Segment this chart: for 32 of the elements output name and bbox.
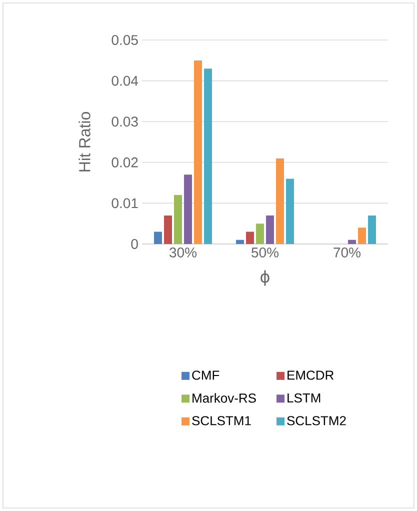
legend-label: SCLSTM2 [287,416,346,426]
y-tick-label: 0 [131,239,138,249]
x-tick-label: 50% [252,248,278,258]
bar [368,215,376,244]
y-tick-label: 0.01 [112,198,138,208]
bar [164,215,172,244]
y-tick-label: 0.05 [112,35,138,45]
bar [358,228,366,244]
y-axis-title: Hit Ratio [78,112,90,172]
bar [184,174,192,244]
y-tick-label: 0.04 [112,76,138,86]
bar [286,178,294,244]
bar [256,224,264,244]
legend-label: SCLSTM1 [192,416,251,426]
legend-label: EMCDR [288,370,334,380]
y-tick-label: 0.03 [112,116,138,127]
legend-label: LSTM [288,393,320,403]
bar [236,240,244,244]
bar [276,158,284,244]
bar [174,195,182,244]
bar [194,60,202,244]
bar [266,215,274,244]
bar [154,232,162,244]
x-tick-label: 70% [334,248,360,258]
y-tick-label: 0.02 [112,157,138,168]
bar [348,240,356,244]
bar [246,232,254,244]
legend-label: CMF [192,370,220,380]
x-tick-label: 30% [170,248,197,258]
bar [204,68,212,244]
x-axis-title: ϕ [260,270,270,286]
legend-label: Markov-RS [192,393,256,403]
